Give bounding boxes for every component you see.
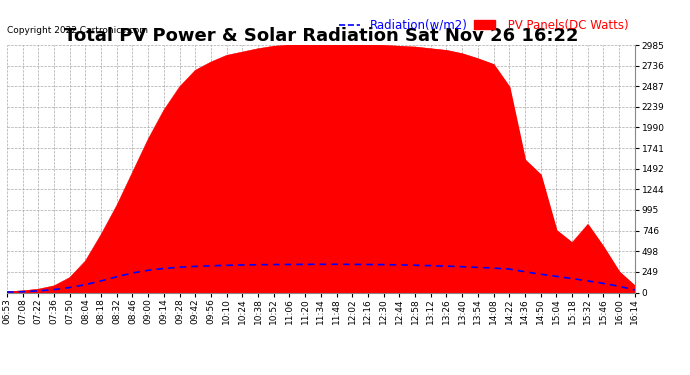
Text: Copyright 2022 Cartronics.com: Copyright 2022 Cartronics.com <box>7 26 148 35</box>
Legend: Radiation(w/m2),  PV Panels(DC Watts): Radiation(w/m2), PV Panels(DC Watts) <box>339 19 629 32</box>
Title: Total PV Power & Solar Radiation Sat Nov 26 16:22: Total PV Power & Solar Radiation Sat Nov… <box>63 27 578 45</box>
